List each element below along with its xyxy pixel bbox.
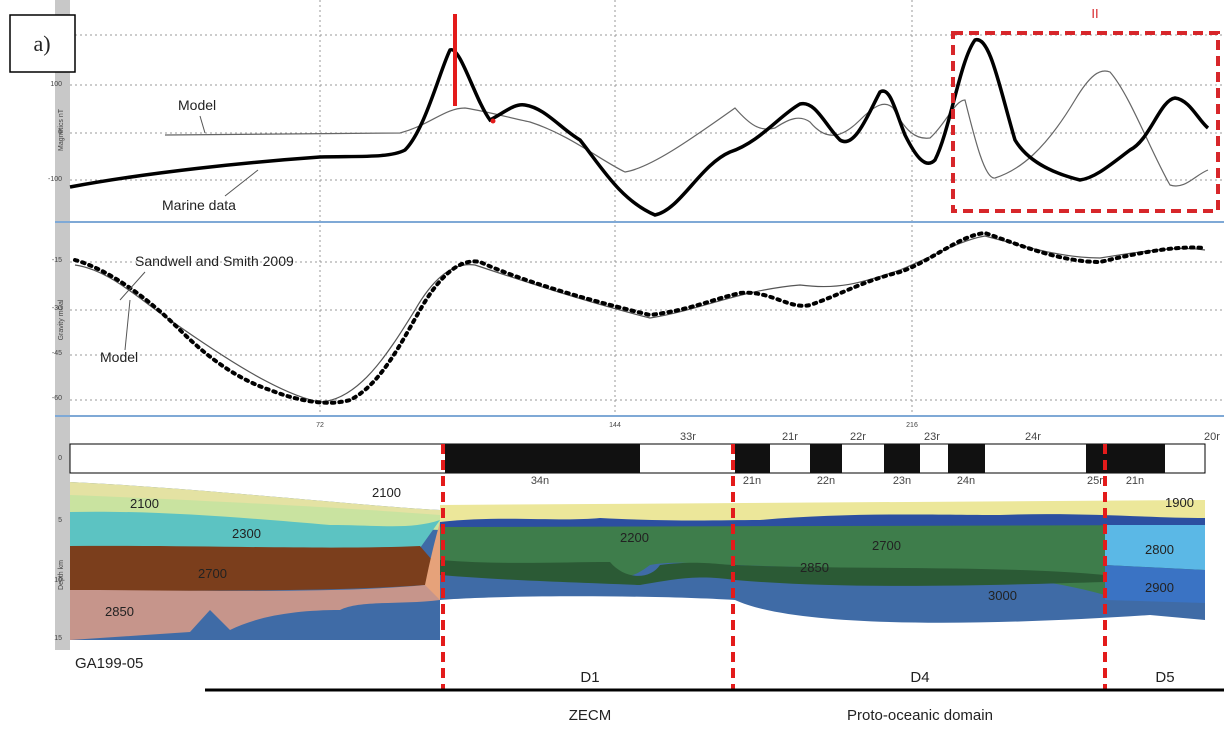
chron-label: 21n	[743, 475, 761, 487]
tick-label: 216	[906, 422, 918, 429]
magnetic-model-curve	[164, 70, 1209, 187]
density-label: 2900	[1145, 580, 1174, 595]
leader	[119, 271, 146, 301]
chron-label: 23r	[924, 431, 940, 443]
tick-label: -30	[52, 305, 62, 312]
gravity-model-curve	[74, 235, 1206, 403]
domain-label: D1	[580, 669, 599, 686]
tick-label: 5	[58, 517, 62, 524]
tick-label: 15	[54, 635, 62, 642]
chron-label: 20r	[1204, 431, 1220, 443]
domain-boundaries	[441, 444, 1107, 690]
chron-label: 33r	[680, 431, 696, 443]
curve-label: Marine data	[162, 197, 236, 213]
density-label: 2850	[800, 560, 829, 575]
grid	[70, 0, 1224, 420]
leader	[124, 299, 131, 351]
axis-label: Depth km	[58, 560, 65, 590]
region-label: Proto-oceanic domain	[847, 707, 993, 724]
chron-label: 34n	[531, 475, 549, 487]
chron-label: 22r	[850, 431, 866, 443]
domain-label: D4	[910, 669, 929, 686]
axis-strip	[55, 0, 70, 650]
density-label: 3300	[472, 606, 501, 621]
geology-model	[70, 482, 1205, 640]
chron-label: 25r	[1087, 475, 1103, 487]
gravity-data-curve	[73, 230, 1207, 405]
leader	[224, 169, 259, 197]
axis-label: Magnetics nT	[58, 108, 65, 151]
panel-label-box	[9, 14, 76, 73]
curve-label: Model	[100, 349, 138, 365]
density-label: 2700	[872, 538, 901, 553]
density-label: 2200	[620, 530, 649, 545]
density-label: 3000	[988, 588, 1017, 603]
leader	[199, 115, 206, 134]
tick-label: -15	[52, 257, 62, 264]
box-label: II	[1091, 6, 1098, 21]
tick-label: 10	[54, 577, 62, 584]
chron-bar	[69, 443, 1206, 474]
curve-label: Sandwell and Smith 2009	[135, 253, 294, 269]
tick-label: -100	[48, 176, 62, 183]
curve-label: Model	[178, 97, 216, 113]
tick-label: -60	[52, 395, 62, 402]
density-label: 2700	[198, 566, 227, 581]
tick-label: -45	[52, 350, 62, 357]
tick-label: 100	[50, 81, 62, 88]
density-label: 2850	[105, 604, 134, 619]
line-name: GA199-05	[75, 655, 143, 672]
axis-label: Gravity mGal	[58, 299, 65, 340]
chron-label: 21n	[1126, 475, 1144, 487]
region-label: ZECM	[569, 707, 612, 724]
chron-label: 23n	[893, 475, 911, 487]
density-label: 1900	[1165, 495, 1194, 510]
marker-dot	[490, 118, 496, 124]
density-label: 2800	[1145, 542, 1174, 557]
highlight-box	[951, 31, 1220, 213]
tick-label: 0	[58, 455, 62, 462]
tick-label: 144	[609, 422, 621, 429]
domain-label: D5	[1155, 669, 1174, 686]
density-label: 2300	[232, 526, 261, 541]
density-label: 2100	[130, 496, 159, 511]
chron-label: 21r	[782, 431, 798, 443]
chron-label: 24r	[1025, 431, 1041, 443]
tick-label: 72	[316, 422, 324, 429]
chron-label: 24n	[957, 475, 975, 487]
chron-label: 22n	[817, 475, 835, 487]
tick-label: 0	[58, 129, 62, 136]
density-label: 2100	[372, 485, 401, 500]
magnetic-data-curve	[69, 38, 1210, 217]
panel-label: a)	[33, 31, 50, 56]
